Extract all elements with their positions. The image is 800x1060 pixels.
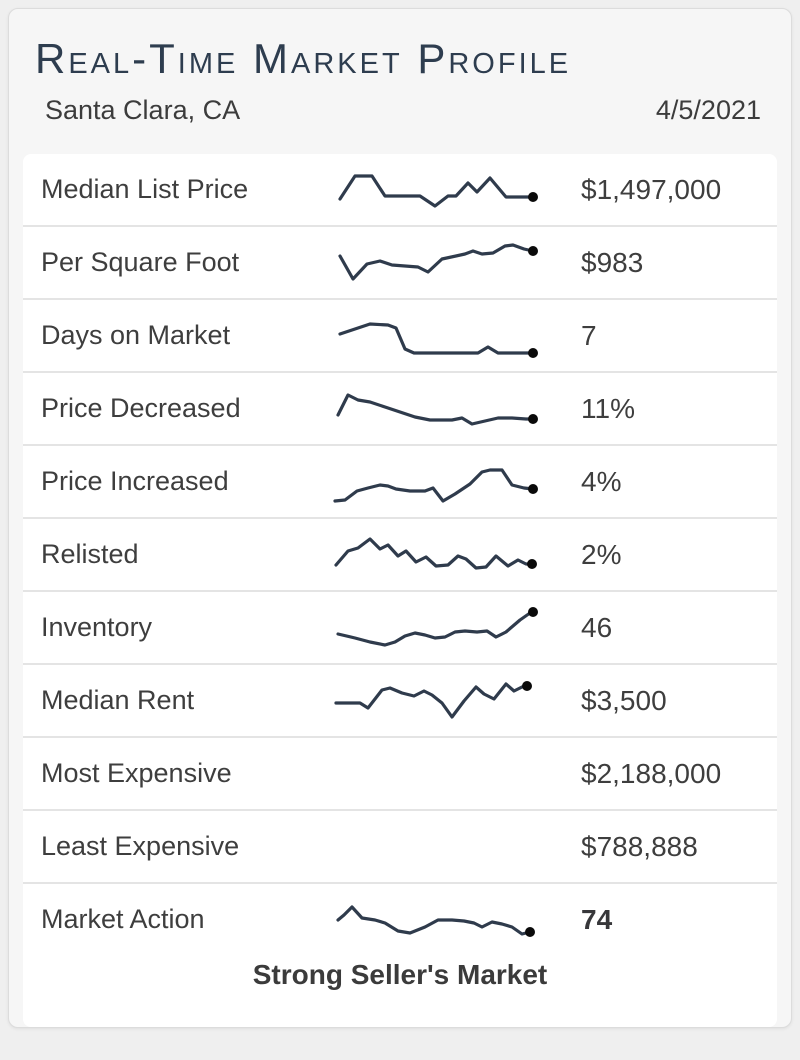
metric-row: Per Square Foot $983	[23, 227, 777, 301]
metric-row: Relisted 2%	[23, 519, 777, 593]
current-value-dot	[525, 926, 535, 937]
current-value-dot	[528, 347, 538, 358]
metric-label: Least Expensive	[41, 831, 240, 862]
metric-label: Price Decreased	[41, 393, 241, 424]
sparkline-path	[336, 609, 535, 647]
sparkline-path	[336, 904, 532, 936]
sparkline-chart	[338, 242, 538, 281]
sparkline-chart	[333, 467, 538, 503]
metric-label: Per Square Foot	[41, 247, 240, 278]
metric-value: $3,500	[581, 684, 667, 716]
sparkline-path	[338, 173, 535, 208]
metric-row: Most Expensive $2,188,000	[23, 738, 777, 812]
metric-row: Inventory 46	[23, 592, 777, 666]
report-date: 4/5/2021	[655, 95, 761, 126]
sparkline-chart	[329, 750, 541, 798]
current-value-dot	[528, 191, 538, 202]
metrics-table: Median List Price $1,497,000 Per Square …	[23, 154, 777, 1027]
metric-row: Median List Price $1,497,000	[23, 154, 777, 228]
sparkline-chart	[334, 680, 532, 719]
current-value-dot	[528, 245, 538, 256]
metric-value: $983	[581, 246, 644, 278]
sparkline-path	[336, 392, 535, 426]
metric-value: 7	[581, 319, 597, 351]
current-value-dot	[528, 483, 538, 494]
metric-value: $1,497,000	[581, 173, 722, 205]
current-value-dot	[527, 558, 537, 569]
metric-label: Relisted	[41, 539, 139, 570]
metric-label: Median List Price	[41, 174, 249, 205]
current-value-dot	[522, 680, 532, 691]
metric-value: 46	[581, 611, 613, 643]
market-profile-card: Real-Time Market Profile Santa Clara, CA…	[8, 8, 792, 1028]
metric-value: 11%	[581, 392, 635, 424]
sparkline-path	[334, 536, 534, 570]
metric-label: Inventory	[41, 612, 153, 643]
sparkline-chart	[338, 173, 538, 208]
location-label: Santa Clara, CA	[45, 95, 241, 126]
sparkline-chart	[336, 392, 538, 426]
subtitle-bar: Santa Clara, CA 4/5/2021	[35, 95, 765, 126]
sparkline-path	[333, 467, 535, 503]
metric-value: $2,188,000	[581, 757, 722, 789]
card-header: Real-Time Market Profile Santa Clara, CA…	[9, 9, 791, 126]
metric-label: Days on Market	[41, 320, 231, 351]
sparkline-chart	[336, 904, 535, 937]
metrics-rows: Median List Price $1,497,000 Per Square …	[23, 154, 777, 955]
metric-label: Market Action	[41, 904, 205, 935]
metric-value: 4%	[581, 465, 622, 497]
sparkline-path	[334, 681, 529, 719]
sparkline-chart	[329, 823, 541, 871]
sparkline-path	[338, 242, 535, 281]
metric-label: Price Increased	[41, 466, 229, 497]
metric-value: 2%	[581, 538, 622, 570]
sparkline-chart	[338, 321, 538, 358]
metric-label: Most Expensive	[41, 758, 232, 789]
sparkline-chart	[336, 606, 538, 647]
metric-value: 74	[581, 903, 613, 935]
market-status-label: Strong Seller's Market	[252, 959, 548, 991]
metric-row: Price Decreased 11%	[23, 373, 777, 447]
current-value-dot	[528, 606, 538, 617]
metric-row: Days on Market 7	[23, 300, 777, 374]
page-title: Real-Time Market Profile	[35, 35, 572, 82]
metric-row: Price Increased 4%	[23, 446, 777, 520]
sparkline-path	[338, 321, 535, 355]
current-value-dot	[528, 413, 538, 424]
metric-value: $788,888	[581, 830, 698, 862]
metric-row: Least Expensive $788,888	[23, 811, 777, 885]
metric-row: Market Action 74	[23, 884, 777, 955]
sparkline-chart	[334, 536, 537, 570]
metric-label: Median Rent	[41, 685, 195, 716]
metric-row: Median Rent $3,500	[23, 665, 777, 739]
